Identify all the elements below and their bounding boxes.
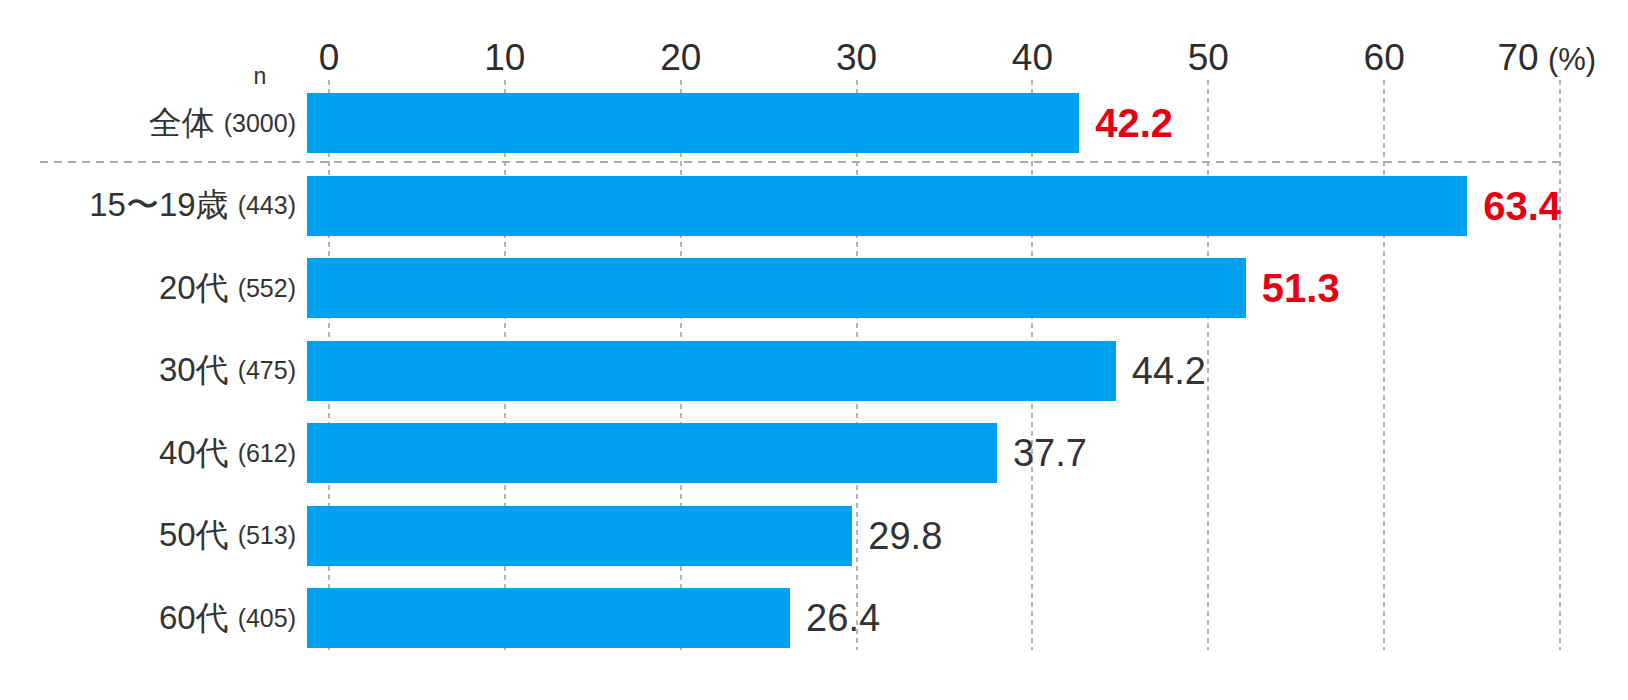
x-tick-0: 0 (319, 36, 340, 80)
gridline-70 (1559, 80, 1561, 650)
category-label: 15〜19歳 (443) (0, 176, 296, 236)
category-name: 20代 (159, 266, 229, 311)
category-n-count: (552) (238, 274, 296, 303)
gridline-50 (1207, 80, 1209, 650)
x-tick-20: 20 (660, 36, 701, 80)
value-label: 26.4 (806, 588, 880, 648)
category-n-count: (612) (238, 439, 296, 468)
category-name: 15〜19歳 (89, 183, 228, 228)
bar-全体 (307, 93, 1079, 153)
bar-60代 (307, 588, 790, 648)
category-n-count: (3000) (224, 109, 296, 138)
category-n-count: (513) (238, 521, 296, 550)
category-name: 50代 (159, 513, 229, 558)
gridline-60 (1383, 80, 1385, 650)
category-name: 30代 (159, 348, 229, 393)
category-n-count: (443) (238, 191, 296, 220)
category-label: 60代 (405) (0, 588, 296, 648)
value-label: 42.2 (1095, 93, 1173, 153)
category-label: 20代 (552) (0, 258, 296, 318)
value-label: 63.4 (1483, 176, 1561, 236)
value-label: 44.2 (1132, 341, 1206, 401)
category-label: 30代 (475) (0, 341, 296, 401)
category-name: 全体 (149, 101, 215, 146)
category-label: 40代 (612) (0, 423, 296, 483)
category-label: 50代 (513) (0, 506, 296, 566)
axis-unit-label: (%) (1548, 40, 1596, 80)
value-label: 29.8 (868, 506, 942, 566)
category-n-count: (405) (238, 604, 296, 633)
category-label: 全体 (3000) (0, 93, 296, 153)
x-tick-10: 10 (484, 36, 525, 80)
x-tick-70: 70 (1497, 36, 1538, 80)
bar-40代 (307, 423, 997, 483)
category-name: 60代 (159, 596, 229, 641)
bar-20代 (307, 258, 1246, 318)
category-name: 40代 (159, 431, 229, 476)
bar-chart: n (%) 0 10 20 30 40 50 60 70 全体 (3000) 42.2 15〜19歳… (0, 0, 1628, 700)
bar-30代 (307, 341, 1116, 401)
x-tick-60: 60 (1364, 36, 1405, 80)
n-column-header: n (230, 62, 290, 90)
x-tick-40: 40 (1012, 36, 1053, 80)
bar-50代 (307, 506, 852, 566)
x-tick-30: 30 (836, 36, 877, 80)
bar-15〜19歳 (307, 176, 1467, 236)
value-label: 37.7 (1013, 423, 1087, 483)
total-separator-line (40, 161, 1560, 163)
x-tick-50: 50 (1188, 36, 1229, 80)
category-n-count: (475) (238, 356, 296, 385)
value-label: 51.3 (1262, 258, 1340, 318)
